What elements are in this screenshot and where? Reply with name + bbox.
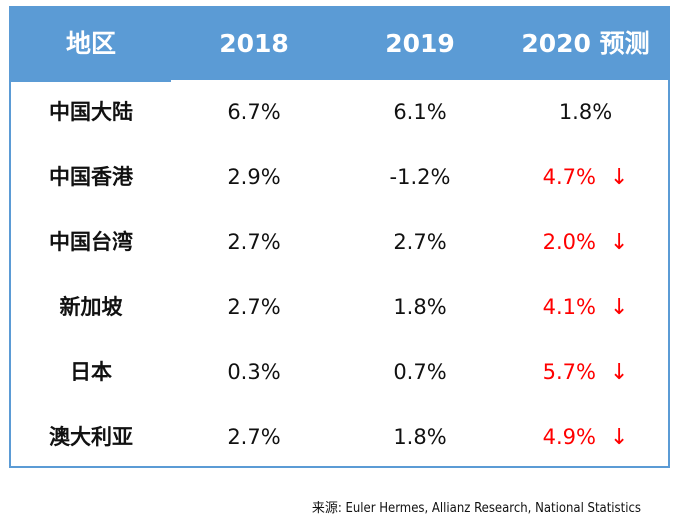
row-region: 中国台湾 bbox=[49, 230, 133, 254]
row-2018: 6.7% bbox=[227, 100, 281, 124]
table-row: 新加坡 2.7% 1.8% 4.1% ↓ bbox=[11, 275, 668, 340]
row-2018: 2.7% bbox=[227, 425, 281, 449]
row-2020-value: 4.9% bbox=[542, 425, 596, 449]
header-region: 地区 bbox=[65, 29, 116, 58]
row-2019: -1.2% bbox=[389, 165, 451, 189]
row-2020-value: 4.1% bbox=[542, 295, 596, 319]
source-note: 来源: Euler Hermes, Allianz Research, Nati… bbox=[311, 501, 641, 516]
row-2020: 5.7% ↓ bbox=[503, 340, 668, 405]
row-2020: 2.0% ↓ bbox=[503, 210, 668, 275]
arrow-down-icon: ↓ bbox=[609, 165, 629, 190]
row-region: 中国香港 bbox=[49, 165, 133, 189]
row-2018: 2.9% bbox=[227, 165, 281, 189]
row-2020-value: 1.8% bbox=[558, 100, 613, 124]
header-2020-forecast: 2020 预测 bbox=[521, 29, 650, 58]
table-header: 地区 2018 2019 2020 预测 bbox=[11, 8, 668, 80]
row-2019: 1.8% bbox=[393, 295, 447, 319]
row-2018: 2.7% bbox=[227, 295, 281, 319]
row-2019: 0.7% bbox=[393, 360, 447, 384]
arrow-down-icon: ↓ bbox=[609, 360, 629, 385]
row-2020-value: 2.0% bbox=[542, 230, 596, 254]
row-region: 中国大陆 bbox=[49, 100, 133, 124]
row-2020-value: 4.7% bbox=[542, 165, 596, 189]
row-2020: 4.7% ↓ bbox=[503, 145, 668, 210]
gdp-table: 地区 2018 2019 2020 预测 中国大陆 6.7% 6.1% 1.8%… bbox=[9, 6, 670, 468]
row-region: 澳大利亚 bbox=[49, 425, 133, 449]
header-2018: 2018 bbox=[219, 29, 289, 58]
header-underline bbox=[11, 80, 171, 82]
table-row: 日本 0.3% 0.7% 5.7% ↓ bbox=[11, 340, 668, 405]
arrow-down-icon: ↓ bbox=[609, 295, 629, 320]
header-2019: 2019 bbox=[385, 29, 455, 58]
row-2018: 2.7% bbox=[227, 230, 281, 254]
arrow-down-icon: ↓ bbox=[609, 425, 629, 450]
table-row: 中国台湾 2.7% 2.7% 2.0% ↓ bbox=[11, 210, 668, 275]
row-2020: 4.9% ↓ bbox=[503, 405, 668, 470]
table-row: 中国大陆 6.7% 6.1% 1.8% bbox=[11, 80, 668, 145]
row-2019: 1.8% bbox=[393, 425, 447, 449]
table-row: 澳大利亚 2.7% 1.8% 4.9% ↓ bbox=[11, 405, 668, 470]
row-2020: 1.8% bbox=[503, 80, 668, 145]
arrow-down-icon: ↓ bbox=[609, 230, 629, 255]
row-2020-value: 5.7% bbox=[542, 360, 596, 384]
row-2019: 6.1% bbox=[393, 100, 447, 124]
row-2019: 2.7% bbox=[393, 230, 447, 254]
table-row: 中国香港 2.9% -1.2% 4.7% ↓ bbox=[11, 145, 668, 210]
row-region: 日本 bbox=[70, 360, 112, 384]
row-2018: 0.3% bbox=[227, 360, 281, 384]
row-region: 新加坡 bbox=[59, 295, 123, 319]
row-2020: 4.1% ↓ bbox=[503, 275, 668, 340]
